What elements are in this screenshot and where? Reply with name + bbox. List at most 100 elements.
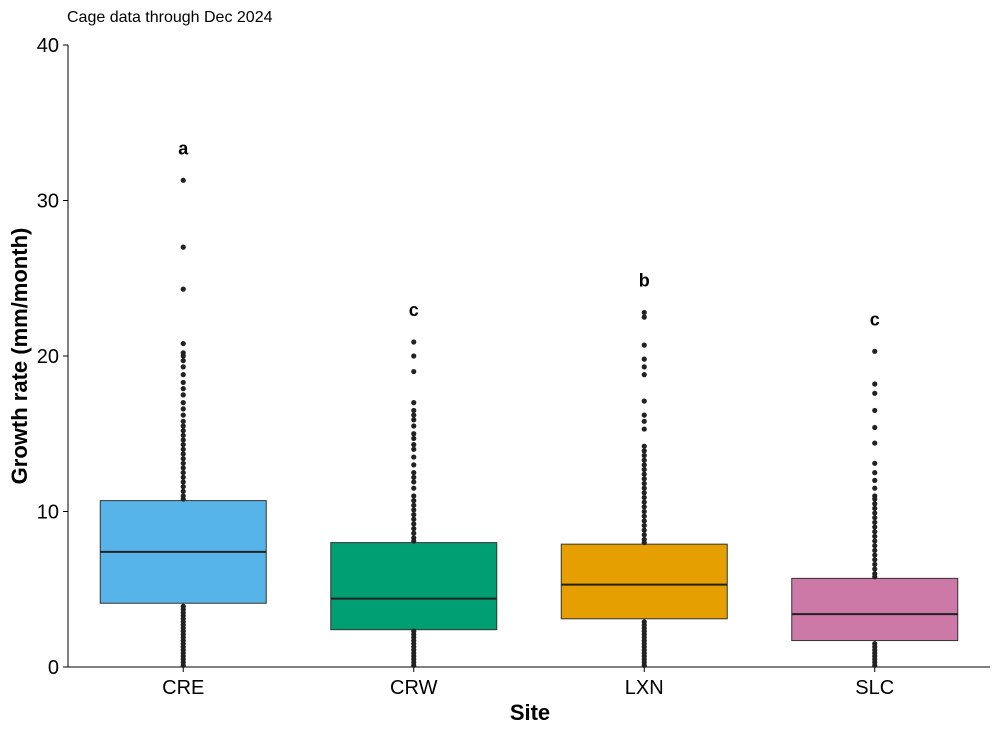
outlier-point — [180, 350, 186, 356]
y-tick-label: 30 — [37, 191, 59, 213]
outlier-point — [411, 507, 417, 513]
y-tick-label: 0 — [48, 657, 59, 679]
outlier-point — [411, 462, 417, 468]
outlier-point — [872, 348, 878, 354]
outlier-point — [641, 522, 647, 529]
significance-letter: b — [639, 270, 650, 290]
outlier-point — [411, 530, 417, 536]
outlier-point — [872, 524, 878, 530]
outlier-point — [180, 460, 186, 466]
x-axis-title: Site — [510, 700, 550, 725]
outlier-point — [641, 412, 647, 418]
outlier-point — [180, 386, 186, 392]
outlier-point — [180, 428, 186, 434]
outlier-point — [180, 456, 186, 462]
outlier-point — [641, 418, 647, 424]
outlier-point — [180, 442, 186, 448]
outlier-point — [641, 490, 647, 496]
outlier-point — [872, 381, 878, 387]
outlier-point — [872, 460, 878, 466]
outlier-point — [641, 426, 647, 432]
box-crw — [330, 542, 498, 631]
outlier-point — [180, 244, 186, 250]
outlier-point — [641, 452, 647, 459]
outlier-point — [180, 423, 186, 429]
outlier-point — [411, 474, 417, 480]
outlier-point — [411, 407, 417, 414]
outlier-point — [180, 177, 186, 183]
outlier-point — [872, 557, 878, 563]
outlier-point — [872, 571, 878, 577]
outlier-point — [411, 512, 417, 518]
outlier-point — [872, 390, 878, 396]
outlier-point — [180, 406, 186, 412]
outlier-point — [180, 340, 186, 347]
outlier-point — [641, 518, 647, 524]
outlier-point — [411, 470, 417, 476]
outlier-point — [411, 526, 417, 532]
outlier-point — [641, 457, 647, 463]
outlier-point — [411, 516, 417, 522]
outlier-point — [872, 407, 878, 414]
outlier-point — [180, 479, 186, 485]
y-tick-label: 10 — [37, 502, 59, 524]
outlier-point — [641, 485, 647, 491]
outlier-point — [411, 431, 417, 437]
outlier-point — [641, 619, 647, 625]
outlier-point — [641, 499, 647, 505]
outlier-point — [872, 641, 878, 647]
outlier-point — [641, 356, 647, 362]
outlier-point — [180, 379, 186, 386]
y-tick-label: 40 — [37, 35, 59, 57]
outlier-point — [641, 364, 647, 370]
outlier-point — [411, 493, 417, 499]
outlier-point — [872, 519, 878, 525]
outlier-point — [641, 398, 647, 404]
outlier-point — [180, 412, 186, 418]
outlier-point — [180, 484, 186, 490]
outlier-point — [411, 479, 417, 485]
outlier-point — [411, 417, 417, 423]
outlier-point — [180, 451, 186, 457]
box-lxn — [560, 543, 728, 620]
outlier-point — [411, 400, 417, 406]
outlier-point — [641, 443, 647, 449]
outlier-point — [872, 566, 878, 572]
outlier-point — [641, 342, 647, 348]
outlier-point — [411, 353, 417, 359]
plot-area: 0 10 20 30 40 CRE a CRW c LXN b SLC c — [37, 35, 990, 699]
outlier-point — [411, 442, 417, 448]
outlier-point — [411, 498, 417, 504]
outlier-point — [872, 505, 878, 511]
x-tick-label: CRW — [390, 677, 438, 699]
outlier-point — [872, 485, 878, 491]
chart-subtitle: Cage data through Dec 2024 — [67, 9, 273, 26]
outlier-point — [641, 448, 647, 454]
outlier-point — [641, 536, 647, 543]
outlier-point — [180, 286, 186, 292]
outlier-point — [411, 423, 417, 429]
outlier-point — [872, 552, 878, 558]
outlier-point — [641, 476, 647, 482]
outlier-point — [180, 474, 186, 480]
outlier-point — [411, 628, 417, 634]
outlier-point — [180, 400, 186, 406]
outlier-point — [180, 488, 186, 494]
outlier-point — [180, 372, 186, 378]
outlier-point — [641, 527, 647, 533]
outlier-point — [641, 513, 647, 519]
outlier-point — [872, 515, 878, 521]
outlier-point — [411, 339, 417, 345]
significance-letter: c — [409, 300, 419, 320]
outlier-point — [641, 471, 647, 477]
outlier-point — [641, 504, 647, 510]
outlier-point — [180, 392, 186, 398]
outlier-point — [641, 480, 647, 487]
outlier-point — [872, 501, 878, 507]
outlier-point — [641, 462, 647, 468]
outlier-point — [872, 529, 878, 535]
outlier-point — [411, 535, 417, 541]
outlier-point — [180, 364, 186, 370]
outlier-point — [411, 502, 417, 508]
outlier-point — [872, 424, 878, 431]
